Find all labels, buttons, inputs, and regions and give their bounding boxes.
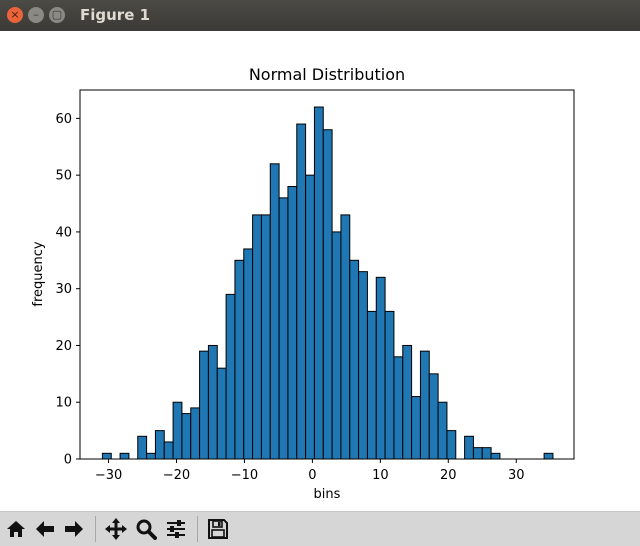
save-button[interactable] [205, 516, 231, 542]
histogram-bar [446, 430, 457, 460]
histogram-bar [375, 276, 386, 460]
histogram-bar [543, 452, 554, 460]
maximize-window-button[interactable]: ▢ [49, 7, 65, 23]
move-icon [105, 518, 127, 540]
x-tick-label: −30 [95, 468, 122, 483]
zoom-button[interactable] [133, 516, 159, 542]
histogram-bar [331, 231, 342, 460]
axes-frame [79, 89, 575, 460]
navigation-toolbar [0, 511, 640, 546]
x-tick-label: 30 [508, 468, 525, 483]
histogram-bar [199, 350, 209, 460]
bars-group [101, 106, 554, 460]
histogram-bar [464, 435, 474, 460]
histogram-bar [393, 356, 404, 460]
chart-title: Normal Distribution [249, 65, 405, 84]
x-ticks-group: −30 −20 −10 0 10 20 30 [95, 459, 525, 483]
histogram-chart: Normal Distribution −30 −20 −10 0 10 20 30 0 10… [31, 65, 575, 502]
pan-button[interactable] [103, 516, 129, 542]
magnifier-icon [136, 519, 157, 540]
y-axis-label: frequency [31, 241, 46, 307]
histogram-bar [340, 214, 351, 460]
histogram-bar [225, 293, 236, 460]
histogram-bar [490, 452, 501, 460]
y-tick-label: 10 [55, 396, 72, 411]
histogram-bar [269, 163, 280, 460]
y-tick-label: 50 [55, 169, 72, 184]
y-tick-label: 20 [55, 339, 72, 354]
histogram-bar [154, 430, 165, 460]
histogram-bar [481, 447, 492, 460]
histogram-bar [119, 452, 130, 460]
histogram-bar [287, 186, 298, 460]
histogram-bar [296, 123, 307, 460]
histogram-bar [349, 259, 360, 460]
histogram-bar [252, 214, 262, 460]
window-titlebar: × – ▢ Figure 1 [0, 0, 640, 31]
y-tick-label: 0 [64, 453, 72, 468]
arrow-right-icon [65, 521, 83, 537]
histogram-bar [428, 373, 439, 460]
histogram-bar [163, 441, 174, 460]
x-tick-label: 20 [440, 468, 457, 483]
histogram-bar [384, 310, 395, 460]
configure-subplots-button[interactable] [163, 516, 189, 542]
histogram-bar [419, 350, 430, 460]
figure-canvas[interactable]: Normal Distribution −30 −20 −10 0 10 20 30 0 10… [0, 31, 640, 511]
histogram-bar [234, 259, 245, 460]
histogram-bar [472, 447, 483, 460]
histogram-bar [366, 310, 377, 460]
window-title: Figure 1 [80, 6, 151, 24]
toolbar-separator [95, 516, 96, 542]
x-tick-label: 10 [372, 468, 389, 483]
y-tick-label: 60 [55, 112, 72, 127]
histogram-bar [181, 413, 192, 460]
histogram-bar [207, 344, 218, 460]
toolbar-separator [197, 516, 198, 542]
histogram-bar [402, 344, 413, 460]
home-icon [7, 521, 25, 537]
histogram-bar [101, 452, 112, 460]
histogram-bar [313, 106, 324, 460]
arrow-left-icon [36, 521, 54, 537]
floppy-icon [208, 519, 228, 539]
histogram-bar [216, 367, 227, 460]
y-tick-label: 30 [55, 282, 72, 297]
histogram-bar [411, 396, 421, 460]
histogram-bar [172, 401, 183, 460]
home-button[interactable] [3, 516, 29, 542]
histogram-bar [437, 401, 448, 460]
sliders-icon [167, 520, 185, 538]
y-tick-label: 40 [55, 225, 72, 240]
histogram-bar [146, 452, 156, 460]
x-tick-label: 0 [308, 468, 316, 483]
histogram-bar [358, 271, 368, 460]
y-ticks-group: 0 10 20 30 40 50 60 [55, 112, 80, 468]
back-button[interactable] [32, 516, 58, 542]
x-axis-label: bins [314, 487, 341, 502]
minimize-window-button[interactable]: – [28, 7, 44, 23]
x-tick-label: −20 [163, 468, 190, 483]
x-tick-label: −10 [231, 468, 258, 483]
histogram-bar [305, 174, 315, 460]
histogram-bar [137, 435, 148, 460]
histogram-bar [278, 197, 289, 460]
histogram-bar [190, 407, 201, 460]
histogram-bar [322, 129, 333, 460]
forward-button[interactable] [61, 516, 87, 542]
histogram-bar [243, 248, 254, 460]
histogram-bar [260, 214, 271, 460]
close-window-button[interactable]: × [7, 7, 23, 23]
